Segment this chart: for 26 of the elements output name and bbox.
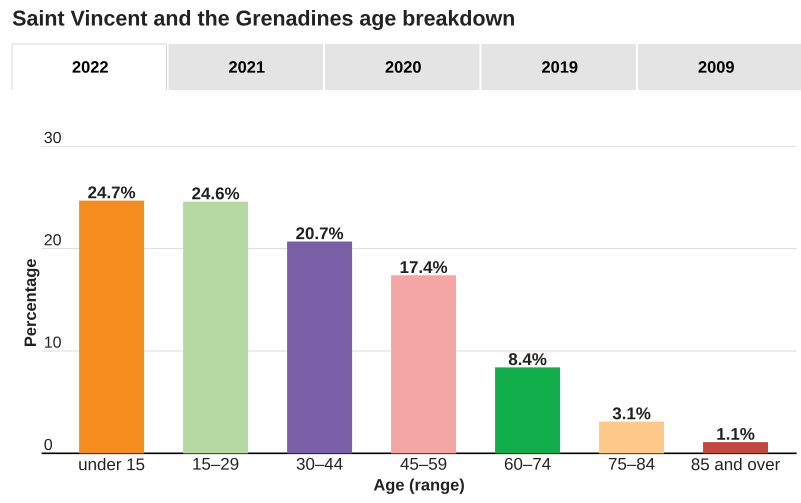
text: 2020 (386, 61, 421, 73)
x-tick-label: 15–29 (193, 458, 238, 470)
y-tick-label: 20 (44, 234, 61, 246)
data-label: 17.4% (400, 261, 448, 274)
text: 2021 (229, 61, 265, 73)
chart-title: Saint Vincent and the Grenadines age breakdown (12, 10, 514, 30)
data-label: 20.7% (296, 227, 344, 240)
x-tick-label: 85 and over (692, 458, 780, 470)
text: 2022 (72, 61, 108, 73)
text: 2009 (698, 61, 734, 73)
y-tick-label: 10 (45, 336, 61, 348)
data-label: 3.1% (612, 407, 650, 420)
y-tick-label: 0 (44, 438, 52, 450)
x-tick-label: 45–59 (400, 458, 446, 470)
x-tick-label: 60–74 (504, 458, 551, 470)
data-label: 24.7% (88, 186, 136, 198)
x-axis-title: Age (range) (374, 478, 464, 494)
text: 2019 (542, 61, 578, 73)
x-tick-label: 75–84 (608, 458, 655, 470)
y-axis-title: Percentage (24, 259, 40, 346)
data-label: 1.1% (717, 428, 754, 440)
data-label: 8.4% (508, 353, 546, 366)
x-tick-label: under 15 (79, 458, 144, 470)
y-tick-label: 30 (44, 132, 61, 144)
data-label: 24.6% (192, 187, 240, 200)
x-tick-label: 30–44 (296, 458, 343, 470)
